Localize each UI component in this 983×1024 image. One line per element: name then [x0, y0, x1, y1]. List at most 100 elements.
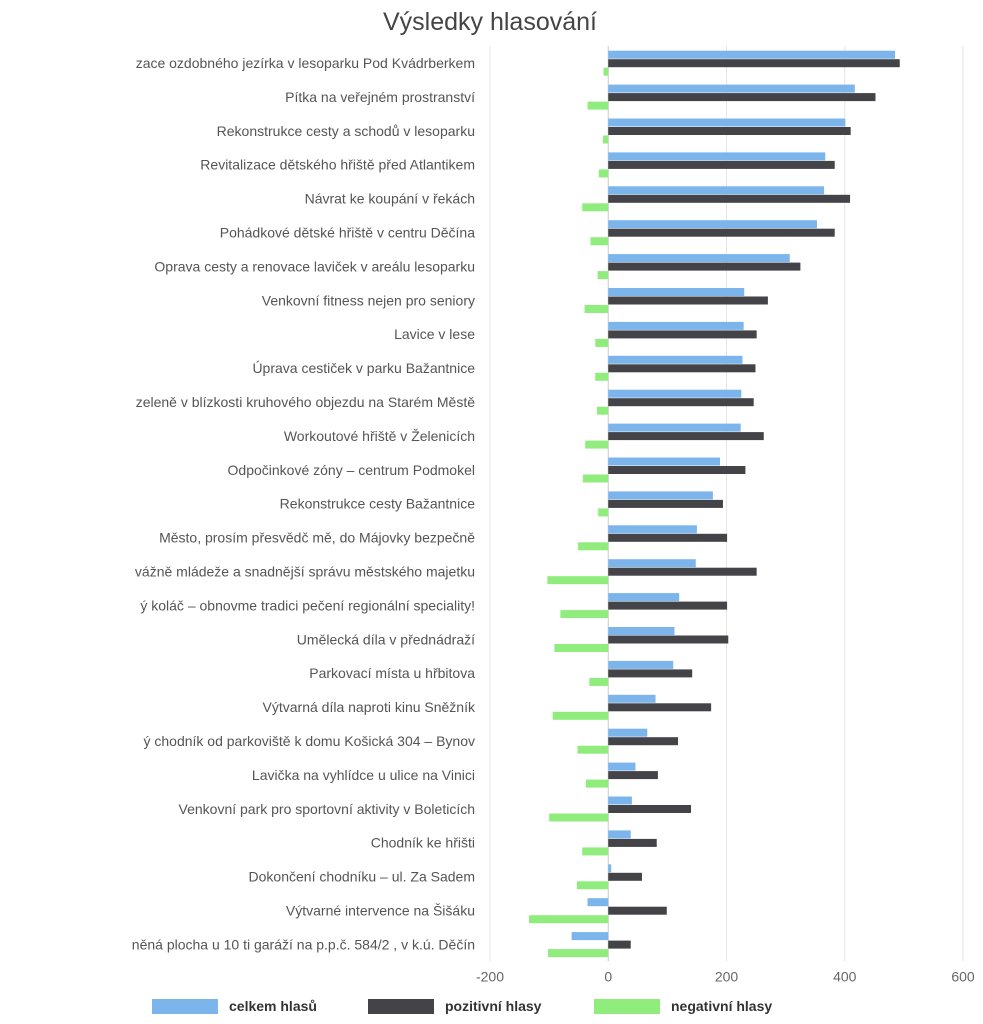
bar-positive[interactable]: [608, 466, 746, 474]
category-label: Výtvarná díla naproti kinu Sněžník: [263, 699, 476, 715]
x-tick-label: 0: [604, 968, 612, 984]
legend-item[interactable]: pozitivní hlasy: [368, 998, 542, 1014]
bar-positive[interactable]: [608, 59, 900, 68]
bar-total[interactable]: [608, 660, 674, 669]
bar-negative[interactable]: [598, 508, 609, 517]
bar-negative[interactable]: [585, 440, 609, 449]
bar-negative[interactable]: [595, 372, 609, 381]
bar-total[interactable]: [608, 762, 636, 771]
bar-total[interactable]: [608, 593, 680, 602]
bar-positive[interactable]: [608, 771, 658, 780]
bar-positive[interactable]: [608, 228, 835, 237]
bar-negative[interactable]: [589, 677, 609, 686]
legend-label: pozitivní hlasy: [445, 998, 542, 1014]
bar-total[interactable]: [608, 220, 817, 229]
legend-item[interactable]: celkem hlasů: [152, 998, 317, 1014]
category-label: něná plocha u 10 ti garáží na p.p.č. 584…: [132, 936, 475, 952]
bar-negative[interactable]: [602, 135, 609, 144]
bar-positive[interactable]: [608, 601, 728, 610]
bar-positive[interactable]: [608, 330, 757, 339]
category-label: Úprava cestiček v parku Bažantnice: [252, 360, 475, 376]
bar-negative[interactable]: [595, 338, 609, 347]
bar-negative[interactable]: [582, 847, 609, 856]
bar-total[interactable]: [608, 525, 697, 534]
bar-total[interactable]: [608, 423, 741, 432]
bar-total[interactable]: [608, 627, 675, 635]
bar-total[interactable]: [608, 864, 612, 873]
bar-negative[interactable]: [584, 305, 609, 313]
bar-positive[interactable]: [608, 262, 801, 271]
bar-total[interactable]: [608, 389, 742, 398]
bar-positive[interactable]: [608, 805, 692, 813]
bar-total[interactable]: [608, 728, 648, 737]
bar-negative[interactable]: [590, 237, 609, 246]
bar-total[interactable]: [608, 796, 632, 805]
bar-positive[interactable]: [608, 499, 723, 508]
bar-positive[interactable]: [608, 194, 851, 203]
bar-negative[interactable]: [597, 271, 609, 280]
bar-positive[interactable]: [608, 364, 756, 373]
bar-negative[interactable]: [529, 915, 609, 924]
bar-total[interactable]: [608, 254, 790, 263]
bar-negative[interactable]: [578, 542, 609, 551]
legend-label: negativní hlasy: [671, 998, 772, 1014]
bar-total[interactable]: [608, 457, 720, 466]
category-label: Návrat ke koupání v řekách: [305, 191, 475, 207]
bar-total[interactable]: [571, 932, 609, 941]
bar-positive[interactable]: [608, 398, 754, 407]
bar-positive[interactable]: [608, 737, 679, 746]
bar-positive[interactable]: [608, 669, 693, 678]
legend-item[interactable]: negativní hlasy: [594, 998, 772, 1014]
legend-swatch: [594, 999, 660, 1014]
chart-title: Výsledky hlasování: [383, 8, 597, 36]
bar-total[interactable]: [608, 50, 896, 59]
bar-negative[interactable]: [547, 576, 609, 585]
bar-negative[interactable]: [549, 813, 609, 822]
bar-positive[interactable]: [608, 567, 757, 576]
bar-positive[interactable]: [608, 296, 768, 305]
bar-negative[interactable]: [582, 203, 609, 212]
bar-negative[interactable]: [597, 406, 609, 415]
bar-negative[interactable]: [582, 474, 609, 483]
legend[interactable]: celkem hlasů pozitivní hlasy negativní hla…: [152, 998, 772, 1014]
bar-total[interactable]: [608, 118, 846, 127]
bar-total[interactable]: [608, 559, 696, 568]
x-tick-label: 200: [715, 968, 739, 984]
bar-positive[interactable]: [608, 533, 728, 542]
bar-negative[interactable]: [598, 169, 609, 178]
bar-positive[interactable]: [608, 635, 729, 644]
bar-total[interactable]: [587, 898, 609, 907]
bar-positive[interactable]: [608, 432, 764, 441]
bar-positive[interactable]: [608, 93, 876, 102]
bar-positive[interactable]: [608, 906, 667, 915]
bar-positive[interactable]: [608, 127, 851, 135]
bar-total[interactable]: [608, 491, 713, 500]
bar-total[interactable]: [608, 152, 826, 161]
grid-lines: [489, 46, 964, 962]
bar-negative[interactable]: [576, 881, 609, 890]
bar-positive[interactable]: [608, 160, 835, 169]
bar-total[interactable]: [608, 288, 745, 296]
bar-positive[interactable]: [608, 940, 631, 949]
bar-total[interactable]: [608, 694, 656, 703]
bar-positive[interactable]: [608, 703, 712, 712]
bar-negative[interactable]: [603, 67, 609, 76]
bar-negative[interactable]: [587, 101, 609, 110]
bar-negative[interactable]: [552, 711, 609, 720]
bar-total[interactable]: [608, 830, 631, 839]
category-label: zace ozdobného jezírka v lesoparku Pod K…: [136, 55, 475, 71]
bar-negative[interactable]: [577, 745, 609, 754]
bar-total[interactable]: [608, 186, 825, 195]
x-tick-label: 400: [833, 968, 857, 984]
bar-negative[interactable]: [547, 949, 609, 958]
bar-total[interactable]: [608, 355, 743, 364]
bar-positive[interactable]: [608, 838, 657, 847]
bar-negative[interactable]: [560, 610, 609, 619]
bar-negative[interactable]: [554, 644, 609, 652]
bar-total[interactable]: [608, 84, 855, 93]
bar-positive[interactable]: [608, 872, 642, 881]
category-label: Revitalizace dětského hřiště před Atlant…: [200, 157, 475, 173]
bar-total[interactable]: [608, 321, 744, 330]
bar-negative[interactable]: [585, 779, 609, 788]
